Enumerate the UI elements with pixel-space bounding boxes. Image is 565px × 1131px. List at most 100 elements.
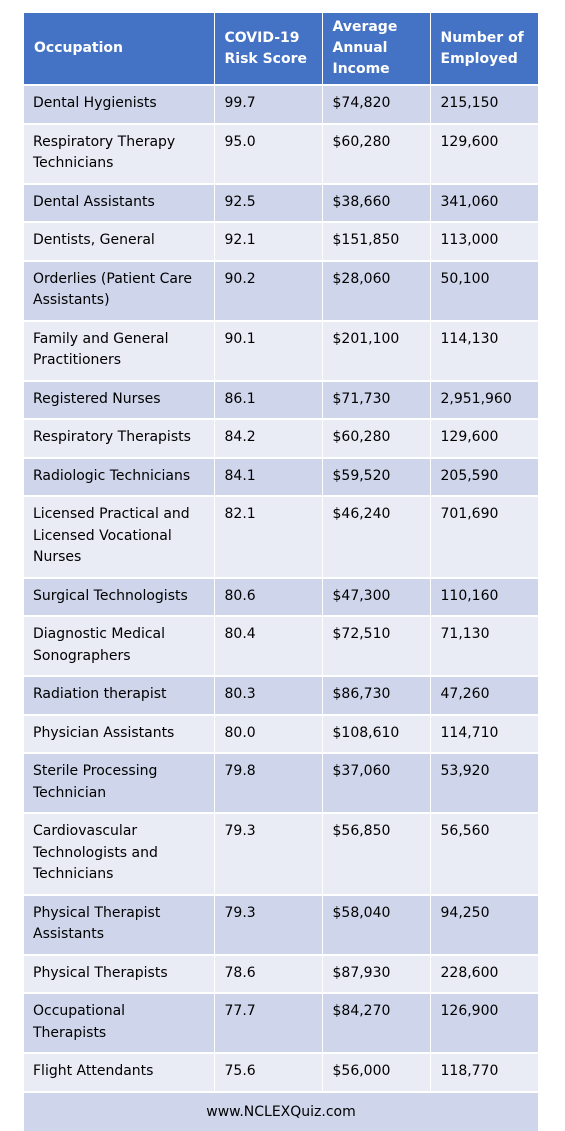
cell-number-employed: 114,710 [430, 713, 538, 753]
occupation-risk-table-container: Occupation COVID-19 Risk Score Average A… [24, 13, 538, 1131]
header-occupation: Occupation [24, 13, 215, 85]
table-row: Licensed Practical and Licensed Vocationa… [24, 495, 538, 578]
header-number-employed: Number of Employed [430, 13, 538, 85]
cell-average-income: $60,280 [322, 418, 431, 458]
cell-occupation: Respiratory Therapy Technicians [24, 122, 215, 184]
table-header: Occupation COVID-19 Risk Score Average A… [24, 13, 538, 85]
occupation-name-line: Occupational [33, 1003, 126, 1019]
occupation-name-line: Therapists [33, 1024, 107, 1041]
cell-average-income: $71,730 [322, 379, 431, 419]
cell-risk-score: 79.8 [214, 752, 323, 813]
cell-occupation: Orderlies (Patient Care Assistants) [24, 259, 215, 321]
cell-risk-score: 92.1 [214, 221, 323, 261]
cell-average-income: $86,730 [322, 675, 431, 715]
occupation-name-line: Nurses [33, 549, 82, 565]
occupation-name-line: Physician Assistants [33, 724, 175, 741]
table-row: Physician Assistants 80.0 $108,610 114,710 [24, 713, 538, 753]
cell-risk-score: 82.1 [214, 495, 323, 578]
cell-occupation: Sterile Processing Technician [24, 752, 215, 813]
table-row: Physical Therapist Assistants 79.3 $58,040 9… [24, 893, 538, 955]
cell-risk-score: 86.1 [214, 379, 323, 419]
cell-number-employed: 71,130 [430, 615, 538, 676]
cell-number-employed: 113,000 [430, 221, 538, 261]
header-occupation-label: Occupation [34, 40, 124, 56]
table-row: Radiologic Technicians 84.1 $59,520 205,590 [24, 456, 538, 496]
cell-number-employed: 118,770 [430, 1052, 538, 1091]
cell-occupation: Physical Therapist Assistants [24, 893, 215, 955]
cell-occupation: Diagnostic Medical Sonographers [24, 615, 215, 676]
cell-average-income: $46,240 [322, 495, 431, 578]
header-employed-line-1: Number of [440, 29, 524, 46]
cell-number-employed: 205,590 [430, 456, 538, 496]
table-row: Registered Nurses 86.1 $71,730 2,951,960 [24, 379, 538, 419]
cell-risk-score: 79.3 [214, 893, 323, 955]
occupation-name-line: Dental Hygienists [33, 95, 157, 111]
cell-occupation: Surgical Technologists [24, 576, 215, 616]
cell-risk-score: 80.3 [214, 675, 323, 715]
cell-number-employed: 215,150 [430, 84, 538, 124]
cell-average-income: $60,280 [322, 122, 431, 184]
occupation-name-line: Sonographers [33, 647, 131, 664]
occupation-name-line: Diagnostic Medical [33, 626, 166, 642]
cell-risk-score: 80.0 [214, 713, 323, 753]
cell-occupation: Occupational Therapists [24, 992, 215, 1053]
cell-occupation: Flight Attendants [24, 1052, 215, 1091]
header-income-line-1: Average [332, 19, 398, 35]
cell-risk-score: 99.7 [214, 84, 323, 124]
table-row: Dental Assistants 92.5 $38,660 341,060 [24, 182, 538, 222]
occupation-name-line: Surgical Technologists [33, 587, 188, 604]
cell-number-employed: 129,600 [430, 418, 538, 458]
table-row: Dental Hygienists 99.7 $74,820 215,150 [24, 84, 538, 124]
occupation-name-line: Technicians [33, 866, 114, 882]
table-row: Radiation therapist 80.3 $86,730 47,260 [24, 675, 538, 715]
cell-occupation: Dental Assistants [24, 182, 215, 222]
table-row: Physical Therapists 78.6 $87,930 228,600 [24, 953, 538, 993]
header-risk-score: COVID-19 Risk Score [214, 13, 323, 85]
cell-average-income: $201,100 [322, 319, 431, 381]
cell-risk-score: 84.1 [214, 456, 323, 496]
cell-average-income: $84,270 [322, 992, 431, 1053]
occupation-name-line: Licensed Practical and [33, 506, 190, 522]
website-url: www.NCLEXQuiz.com [206, 1103, 356, 1120]
cell-occupation: Dentists, General [24, 221, 215, 261]
occupation-name-line: Licensed Vocational [33, 527, 172, 544]
occupation-name-line: Registered Nurses [33, 390, 161, 407]
cell-number-employed: 94,250 [430, 893, 538, 955]
cell-occupation: Registered Nurses [24, 379, 215, 419]
cell-average-income: $151,850 [322, 221, 431, 261]
cell-average-income: $28,060 [322, 259, 431, 321]
header-risk-line-1: COVID-19 [224, 29, 300, 46]
table-row: Dentists, General 92.1 $151,850 113,000 [24, 221, 538, 261]
occupation-name-line: Dentists, General [33, 232, 155, 248]
header-row: Occupation COVID-19 Risk Score Average A… [24, 13, 538, 85]
cell-average-income: $74,820 [322, 84, 431, 124]
occupation-name-line: Respiratory Therapy [33, 133, 176, 150]
cell-average-income: $56,850 [322, 812, 431, 895]
cell-average-income: $87,930 [322, 953, 431, 993]
cell-risk-score: 78.6 [214, 953, 323, 993]
cell-number-employed: 53,920 [430, 752, 538, 813]
header-risk-line-2: Risk Score [224, 50, 308, 67]
table-body: Dental Hygienists 99.7 $74,820 215,150 Respi… [24, 84, 538, 1091]
cell-average-income: $72,510 [322, 615, 431, 676]
occupation-name-line: Technicians [33, 155, 114, 171]
cell-average-income: $108,610 [322, 713, 431, 753]
cell-number-employed: 129,600 [430, 122, 538, 184]
cell-number-employed: 50,100 [430, 259, 538, 321]
cell-occupation: Physician Assistants [24, 713, 215, 753]
cell-average-income: $37,060 [322, 752, 431, 813]
cell-risk-score: 92.5 [214, 182, 323, 222]
occupation-name-line: Physical Therapists [33, 964, 168, 981]
cell-number-employed: 341,060 [430, 182, 538, 222]
cell-average-income: $47,300 [322, 576, 431, 616]
cell-risk-score: 80.4 [214, 615, 323, 676]
table-row: Cardiovascular Technologists and Technicia… [24, 812, 538, 895]
cell-risk-score: 95.0 [214, 122, 323, 184]
cell-occupation: Licensed Practical and Licensed Vocationa… [24, 495, 215, 578]
cell-average-income: $38,660 [322, 182, 431, 222]
occupation-name-line: Technician [33, 784, 107, 801]
cell-risk-score: 79.3 [214, 812, 323, 895]
header-income-line-2: Annual [332, 40, 388, 56]
table-row: Diagnostic Medical Sonographers 80.4 $72,51… [24, 615, 538, 676]
header-income-line-3: Income [332, 61, 390, 77]
